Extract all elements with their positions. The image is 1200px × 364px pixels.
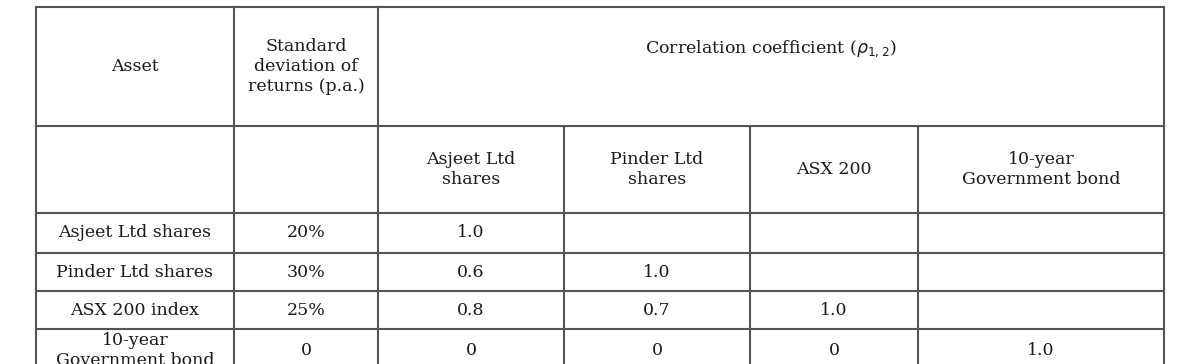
Text: 30%: 30% xyxy=(287,264,325,281)
Text: Pinder Ltd
shares: Pinder Ltd shares xyxy=(611,151,703,187)
Text: Standard
deviation of
returns (p.a.): Standard deviation of returns (p.a.) xyxy=(247,38,365,95)
Text: 0: 0 xyxy=(828,342,840,359)
Text: Asset: Asset xyxy=(112,58,158,75)
Text: Correlation coefficient ($\rho_{1,2}$): Correlation coefficient ($\rho_{1,2}$) xyxy=(646,38,896,59)
Text: ASX 200 index: ASX 200 index xyxy=(71,302,199,319)
Text: Pinder Ltd shares: Pinder Ltd shares xyxy=(56,264,214,281)
Text: 0.6: 0.6 xyxy=(457,264,485,281)
Text: 1.0: 1.0 xyxy=(643,264,671,281)
Text: 0: 0 xyxy=(652,342,662,359)
Text: 0.7: 0.7 xyxy=(643,302,671,319)
Text: ASX 200: ASX 200 xyxy=(797,161,871,178)
Text: 1.0: 1.0 xyxy=(457,225,485,241)
Text: 0.8: 0.8 xyxy=(457,302,485,319)
Text: 1.0: 1.0 xyxy=(1027,342,1055,359)
Text: 1.0: 1.0 xyxy=(821,302,847,319)
Text: 0: 0 xyxy=(300,342,312,359)
Text: 20%: 20% xyxy=(287,225,325,241)
Text: 10-year
Government bond: 10-year Government bond xyxy=(961,151,1121,187)
Text: Asjeet Ltd
shares: Asjeet Ltd shares xyxy=(426,151,516,187)
Text: 0: 0 xyxy=(466,342,476,359)
Text: 10-year
Government bond: 10-year Government bond xyxy=(55,332,215,364)
Text: 25%: 25% xyxy=(287,302,325,319)
Text: Asjeet Ltd shares: Asjeet Ltd shares xyxy=(59,225,211,241)
